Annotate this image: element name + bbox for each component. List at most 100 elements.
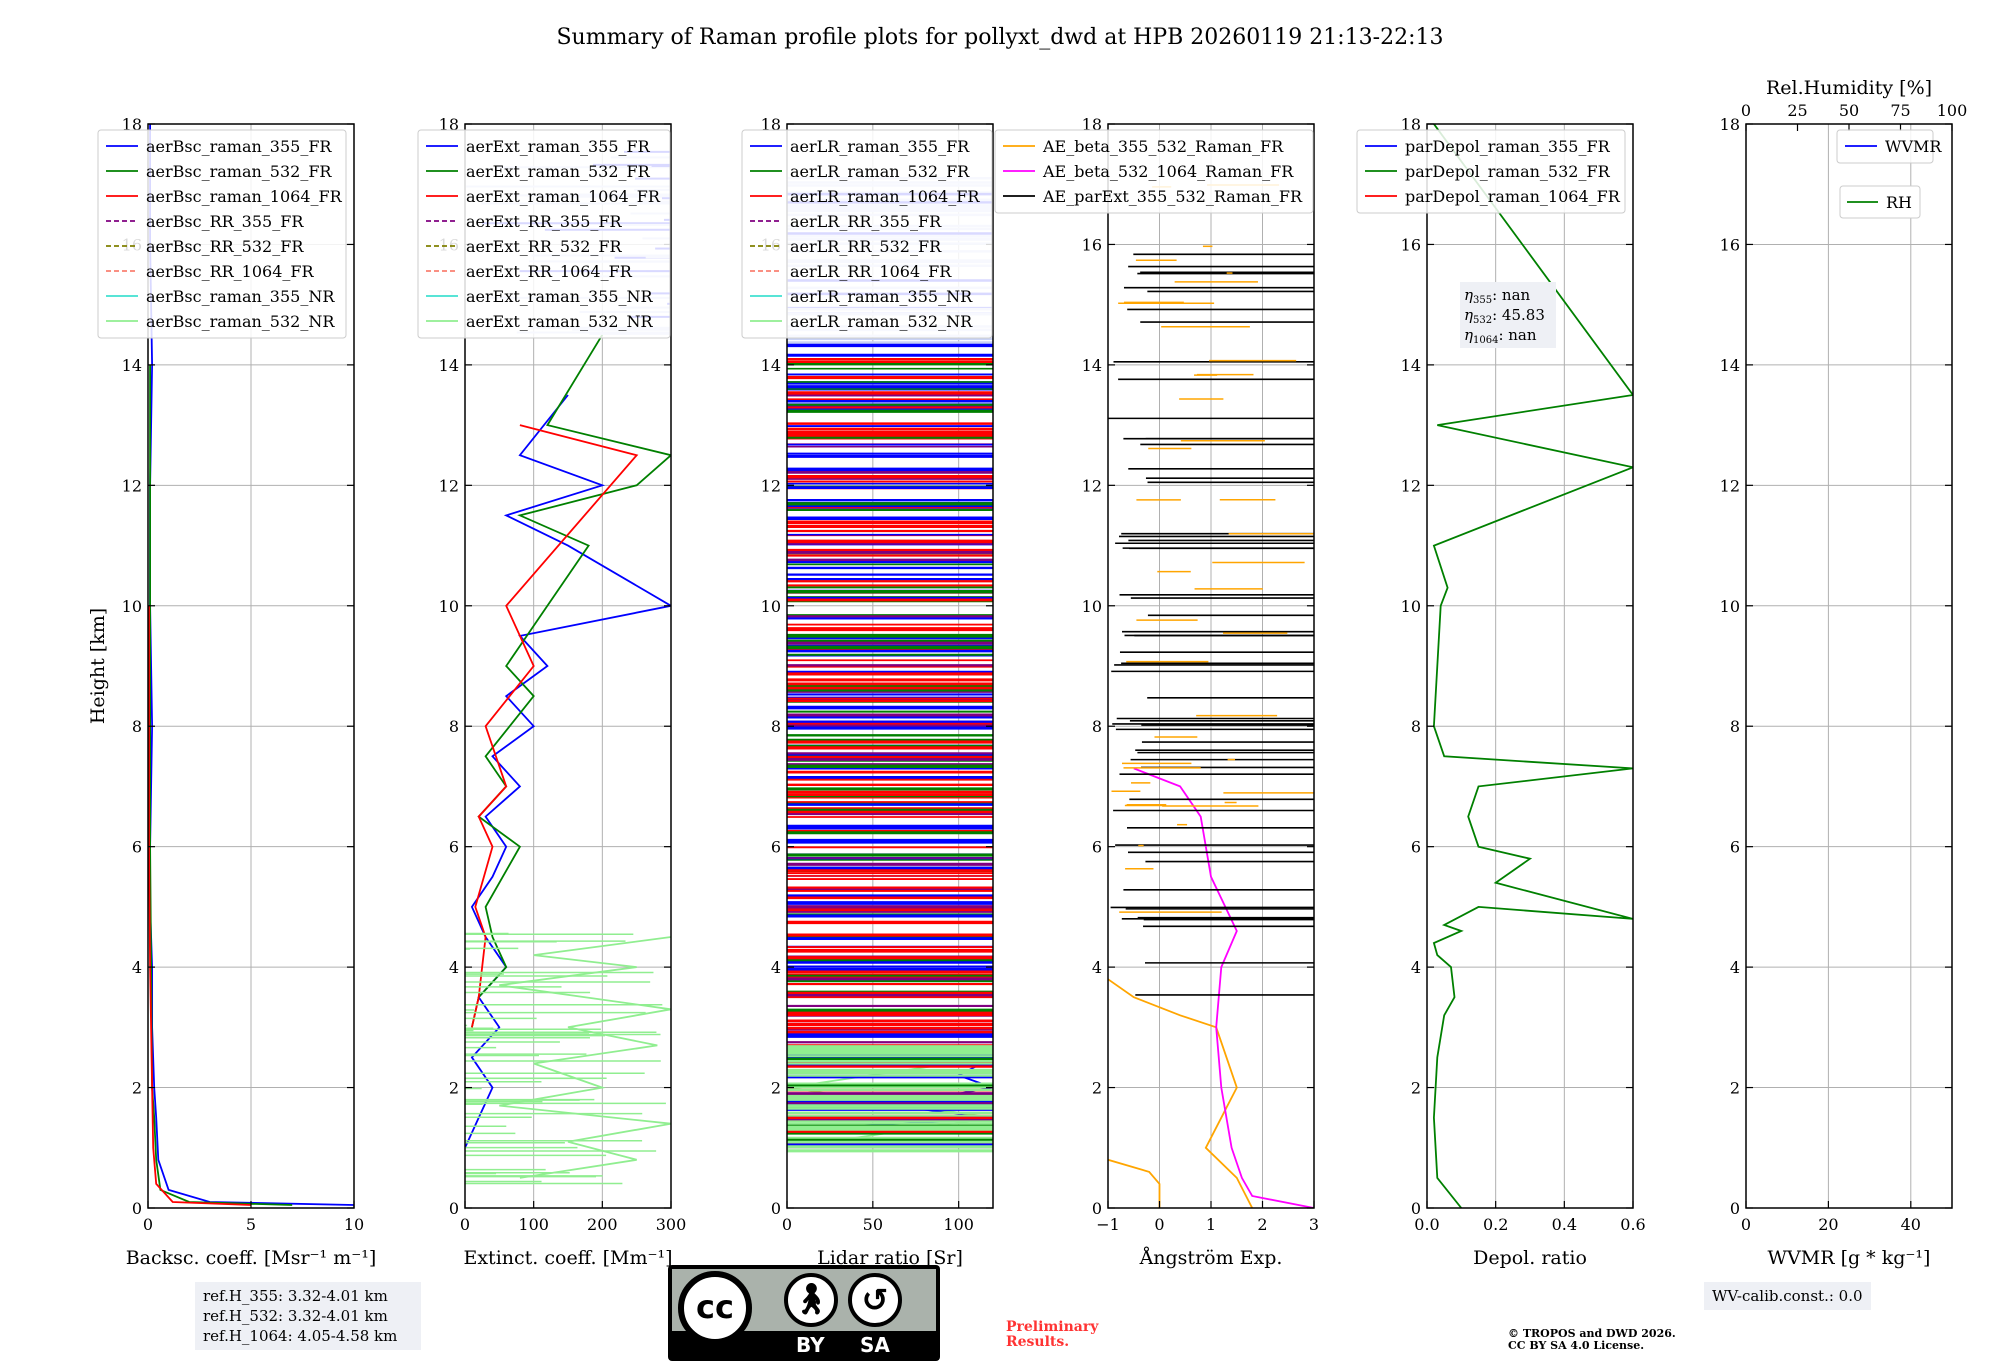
top-tick-label: 100: [1937, 101, 1968, 120]
eta-1064: η1064: nan: [1464, 326, 1537, 346]
xlabel-wv: WVMR [g * kg⁻¹]: [1768, 1247, 1931, 1269]
legend-ae: AE_beta_355_532_Raman_FR AE_beta_532_1064…: [994, 129, 1314, 214]
ytick-label-bsc: 14: [122, 356, 142, 375]
xtick-label-lr: 100: [943, 1215, 974, 1234]
xlabel-bsc: Backsc. coeff. [Msr⁻¹ m⁻¹]: [126, 1247, 377, 1269]
ytick-label-lr: 8: [771, 717, 781, 736]
ytick-label-bsc: 0: [132, 1199, 142, 1218]
legend-entry-bsc: aerBsc_RR_1064_FR: [146, 262, 315, 281]
legend-entry-ext: aerExt_raman_355_NR: [466, 287, 654, 306]
ytick-label-lr: 10: [761, 597, 781, 616]
xtick-label-wv: 20: [1818, 1215, 1838, 1234]
legend-entry-ae: AE_parExt_355_532_Raman_FR: [1042, 187, 1303, 206]
axes-frame-wv: [1745, 123, 1953, 1209]
top-tick-label: 50: [1839, 101, 1859, 120]
legend-box-depol: [1356, 129, 1626, 214]
ytick-label-bsc: 10: [122, 597, 142, 616]
legend-lr: aerLR_raman_355_FR aerLR_raman_532_FR aerL…: [741, 129, 993, 339]
xlabel-ext: Extinct. coeff. [Mm⁻¹]: [463, 1247, 672, 1269]
person-icon: 🚶︎: [784, 1273, 838, 1327]
wv-calibration-box: WV-calib.const.: 0.0: [1704, 1282, 1871, 1310]
legend-entry-depol: parDepol_raman_1064_FR: [1405, 187, 1621, 206]
ylabel: Height [km]: [87, 608, 109, 724]
ref-h-355: ref.H_355: 3.32-4.01 km: [203, 1287, 388, 1305]
ytick-label-wv: 4: [1730, 958, 1740, 977]
ytick-label-wv: 16: [1720, 235, 1740, 254]
legend-entry-lr: aerLR_raman_355_FR: [790, 137, 970, 156]
panel-lr: 024681012141618050100Lidar ratio [Sr]aer…: [741, 115, 994, 1269]
axes-frame-bsc: [147, 123, 355, 1209]
data-ae: [1108, 184, 1314, 1208]
legend-depol: parDepol_raman_355_FR parDepol_raman_532_…: [1356, 129, 1626, 214]
ytick-label-lr: 0: [771, 1199, 781, 1218]
legend2-entry: RH: [1886, 193, 1912, 212]
xtick-label-depol: 0.0: [1414, 1215, 1439, 1234]
legend-entry-bsc: aerBsc_RR_355_FR: [146, 212, 304, 231]
xtick-label-ext: 200: [587, 1215, 618, 1234]
preliminary-line-2: Results.: [1006, 1334, 1070, 1350]
legend-entry-ae: AE_beta_532_1064_Raman_FR: [1042, 162, 1294, 181]
ytick-label-bsc: 18: [122, 115, 142, 134]
xtick-label-lr: 50: [863, 1215, 883, 1234]
ytick-label-ae: 12: [1082, 476, 1102, 495]
top-tick-label: 25: [1787, 101, 1807, 120]
legend-entry-ext: aerExt_raman_532_NR: [466, 312, 654, 331]
xtick-label-bsc: 5: [246, 1215, 256, 1234]
xlabel-depol: Depol. ratio: [1473, 1247, 1587, 1269]
ytick-label-depol: 18: [1401, 115, 1421, 134]
ref-h-1064: ref.H_1064: 4.05-4.58 km: [203, 1327, 398, 1345]
preliminary-line-1: Preliminary: [1006, 1319, 1099, 1335]
ytick-label-ext: 18: [439, 115, 459, 134]
ytick-label-ae: 14: [1082, 356, 1102, 375]
legend-entry-depol: parDepol_raman_355_FR: [1405, 137, 1611, 156]
ytick-label-lr: 12: [761, 476, 781, 495]
legend-box-ae: [994, 129, 1314, 214]
ytick-label-bsc: 6: [132, 838, 142, 857]
legend-entry-ext: aerExt_raman_1064_FR: [466, 187, 661, 206]
ytick-label-wv: 14: [1720, 356, 1740, 375]
legend-entry-ext: aerExt_RR_355_FR: [466, 212, 623, 231]
ytick-label-wv: 12: [1720, 476, 1740, 495]
preliminary-note: Preliminary Results.: [1006, 1320, 1098, 1350]
panel-bsc: 0246810121416180510Backsc. coeff. [Msr⁻¹…: [87, 115, 376, 1269]
ytick-label-wv: 10: [1720, 597, 1740, 616]
ytick-label-ext: 2: [449, 1079, 459, 1098]
eta-355: η355: nan: [1464, 286, 1531, 306]
ytick-label-ae: 2: [1092, 1079, 1102, 1098]
axes-frame-ext: [464, 123, 672, 1209]
ytick-label-depol: 10: [1401, 597, 1421, 616]
panel-ext: 0246810121416180100200300Extinct. coeff.…: [417, 115, 686, 1269]
panels: 0 2 4 6 8 10 12 14 16 18 0 5 10 Backsc. coeff. [Msr⁻¹…: [87, 77, 1967, 1269]
legend-entry-lr: aerLR_raman_1064_FR: [790, 187, 980, 206]
legend-box-ext: [417, 129, 671, 339]
ytick-label-bsc: 2: [132, 1079, 142, 1098]
legend2-wv: RH: [1839, 185, 1921, 219]
axes-frame-lr: [786, 123, 994, 1209]
ytick-label-ext: 14: [439, 356, 459, 375]
legend-entry-bsc: aerBsc_raman_1064_FR: [146, 187, 343, 206]
top-tick-label: 75: [1890, 101, 1910, 120]
eta-532: η532: 45.83: [1464, 306, 1545, 326]
ytick-label-wv: 6: [1730, 838, 1740, 857]
legend-entry-lr: aerLR_raman_532_NR: [790, 312, 973, 331]
series-parDepol_raman_532_FR: [1432, 124, 1633, 1208]
xtick-label-depol: 0.4: [1552, 1215, 1577, 1234]
ytick-label-ae: 10: [1082, 597, 1102, 616]
ytick-label-ext: 6: [449, 838, 459, 857]
legend-entry-ext: aerExt_RR_532_FR: [466, 237, 623, 256]
legend-entry-bsc: aerBsc_RR_532_FR: [146, 237, 304, 256]
xtick-label-ae: 3: [1309, 1215, 1319, 1234]
series-AE_beta_355_532_Raman_FR: [1108, 978, 1254, 1208]
cc-by-label: BY: [796, 1333, 825, 1357]
ytick-label-ae: 0: [1092, 1199, 1102, 1218]
legend-entry-ext: aerExt_raman_532_FR: [466, 162, 651, 181]
ytick-label-depol: 4: [1411, 958, 1421, 977]
ytick-label-ae: 6: [1092, 838, 1102, 857]
xlabel-ae: Ångström Exp.: [1139, 1247, 1283, 1269]
top-axis-label: Rel.Humidity [%]: [1766, 77, 1932, 99]
copyright-line-2: CC BY SA 4.0 License.: [1508, 1339, 1645, 1352]
legend-entry-depol: parDepol_raman_532_FR: [1405, 162, 1611, 181]
legend-box-lr: [741, 129, 993, 339]
